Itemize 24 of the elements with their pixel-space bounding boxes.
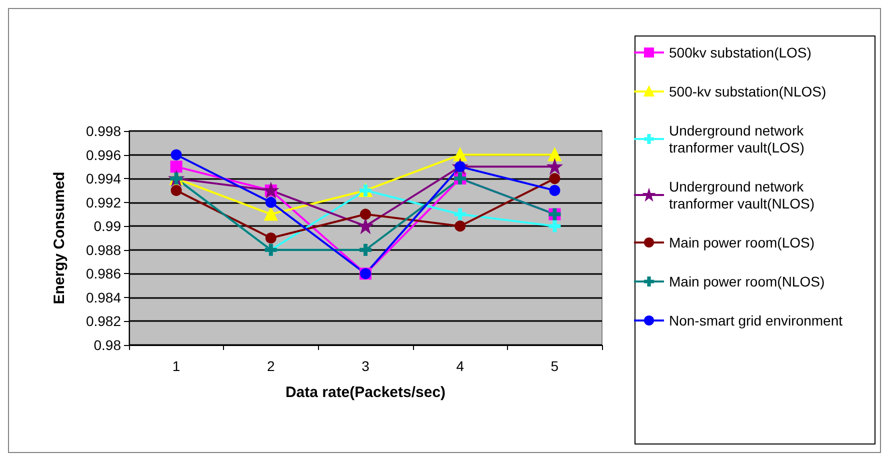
y-axis-title: Energy Consumed (51, 172, 68, 304)
y-tick-label: 0.982 (86, 313, 122, 330)
y-tick-label: 0.996 (86, 146, 122, 163)
y-tick-label: 0.98 (94, 337, 122, 353)
y-tick-label: 0.988 (86, 242, 122, 258)
y-tick-label: 0.994 (86, 170, 122, 187)
x-tick-label: 2 (267, 358, 275, 374)
y-tick-label: 0.984 (86, 289, 122, 306)
y-tick-label: 0.99 (94, 218, 122, 234)
legend-label: Non-smart grid environment (669, 312, 843, 328)
legend-label: Underground network tranformer vault(LOS) (669, 122, 808, 156)
legend-label: 500kv substation(LOS) (669, 44, 812, 60)
y-tick-label: 0.986 (86, 266, 122, 282)
x-tick-label: 3 (362, 358, 370, 374)
x-tick-label: 4 (456, 358, 464, 374)
x-axis-title: Data rate(Packets/sec) (285, 384, 446, 401)
y-tick-label: 0.998 (86, 123, 122, 139)
legend-label: Underground network tranformer vault(NLOS) (669, 178, 814, 212)
x-tick-label: 1 (172, 358, 180, 374)
x-tick-label: 5 (550, 358, 559, 374)
legend-label: 500-kv substation(NLOS) (669, 84, 826, 100)
legend-label: Main power room(NLOS) (669, 274, 825, 290)
y-tick-label: 0.992 (86, 194, 122, 210)
legend-label: Main power room(LOS) (669, 234, 814, 250)
